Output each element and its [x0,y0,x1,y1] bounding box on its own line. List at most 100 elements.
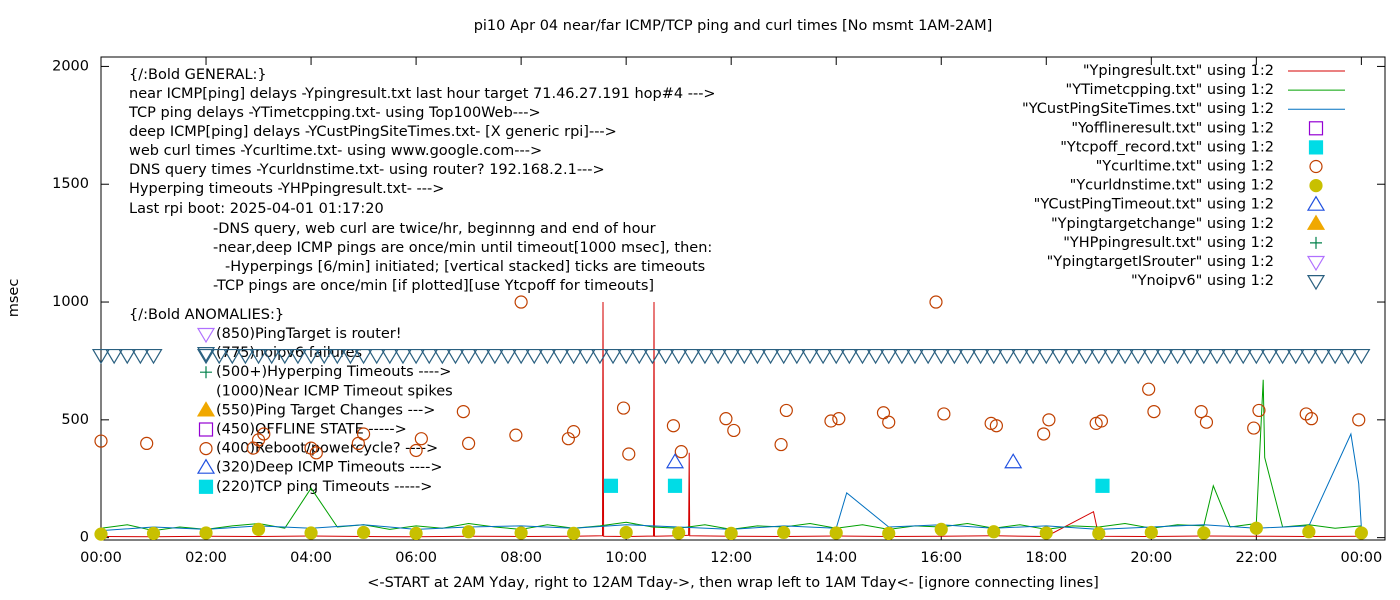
data-point [393,348,413,365]
data-point [617,348,636,365]
data-point [1221,348,1240,365]
anomaly-label: (1000)Near ICMP Timeout spikes [216,383,453,399]
data-point [262,348,281,365]
data-point [814,348,833,365]
x-tick-label: 18:00 [1025,550,1067,566]
data-point [840,348,859,365]
x-tick-label: 12:00 [710,550,752,566]
x-tick-label: 14:00 [815,550,857,566]
legend-label: "Ycurltime.txt" using 1:2 [1096,159,1274,175]
x-tick-label: 00:00 [1340,550,1382,566]
data-point [1199,415,1214,429]
data-point [210,348,229,365]
data-point [525,348,544,365]
y-axis-label: msec [6,279,22,318]
data-point [1142,348,1161,365]
legend-label: "Ypingtargetchange" using 1:2 [1051,216,1274,232]
legend-label: "Ytcpoff_record.txt" using 1:2 [1060,139,1274,155]
data-point [919,348,938,365]
data-point [456,404,470,419]
data-point [512,348,531,365]
data-point [380,348,399,365]
annotation: DNS query times -Ycurldnstime.txt- using… [129,162,605,178]
data-point [302,348,321,365]
data-point [196,348,216,365]
data-point [356,525,371,540]
x-tick-label: 00:00 [80,550,122,566]
data-line [100,432,1362,532]
annotation: web curl times -Ycurltime.txt- using www… [129,143,542,159]
data-point [1299,348,1318,365]
data-point [779,403,793,418]
data-point [356,427,371,441]
data-point [892,348,911,365]
data-point [630,348,649,365]
data-point [105,348,124,365]
data-point [616,401,631,415]
data-point [509,428,523,442]
anomaly-label: (320)Deep ICMP Timeouts ----> [216,460,443,476]
data-point [551,348,570,365]
data-point [514,295,528,309]
data-point [315,348,334,365]
data-point [666,419,681,433]
x-tick-label: 06:00 [395,550,437,566]
data-point [309,446,323,460]
y-tick-label: 2000 [52,58,89,74]
y-tick-label: 1500 [52,176,89,192]
data-point [1037,348,1056,365]
legend-swatch [1309,179,1323,193]
data-point [1155,348,1174,365]
anomaly-label: (500+)Hyperping Timeouts ----> [216,364,451,380]
data-point [1286,348,1305,365]
data-point [472,348,491,365]
data-point [420,348,439,365]
x-tick-label: 22:00 [1235,550,1277,566]
x-tick-label: 20:00 [1130,550,1172,566]
data-point [1063,348,1082,365]
legend-label: "Ycurldnstime.txt" using 1:2 [1070,178,1274,194]
data-point [94,527,108,541]
x-tick-label: 10:00 [605,550,647,566]
legend-swatch [1306,255,1326,272]
annotation: Hyperping timeouts -YHPpingresult.txt- -… [129,181,444,197]
data-point [1247,348,1266,365]
data-point [827,348,846,365]
data-point [832,412,846,426]
data-point [1302,525,1316,539]
data-point [354,348,373,365]
legend-icon [196,458,216,474]
data-point [709,348,728,365]
legend-icon [196,347,216,363]
data-point [932,348,951,365]
data-point [409,443,423,458]
data-point [236,348,255,365]
data-point [251,522,266,536]
data-point [643,348,662,365]
data-point [1094,414,1109,428]
data-point [1352,348,1371,365]
data-point [341,348,360,365]
legend-label: "YCustPingTimeout.txt" using 1:2 [1034,197,1274,213]
annotation: -TCP pings are once/min [if plotted][use… [213,278,654,294]
data-point [719,412,733,426]
data-point [656,348,675,365]
data-point [787,348,806,365]
data-point [199,526,213,540]
data-point [695,348,714,365]
legend-icon [196,327,216,344]
data-point [1024,348,1043,365]
data-point [462,436,476,450]
x-tick-label: 02:00 [185,550,227,566]
data-point [735,348,754,365]
annotation: deep ICMP[ping] delays -YCustPingSiteTim… [129,124,617,140]
legend-swatch [1308,140,1324,155]
data-point [459,348,478,365]
data-point [414,432,428,446]
anomaly-label: (550)Ping Target Changes ---> [216,402,435,418]
legend-label: "YpingtargetISrouter" using 1:2 [1047,254,1274,270]
legend-label: "YTimetcpping.txt" using 1:2 [1066,82,1274,98]
data-point [971,348,990,365]
annotation: -near,deep ICMP pings are once/min until… [213,240,712,256]
data-point [761,348,780,365]
